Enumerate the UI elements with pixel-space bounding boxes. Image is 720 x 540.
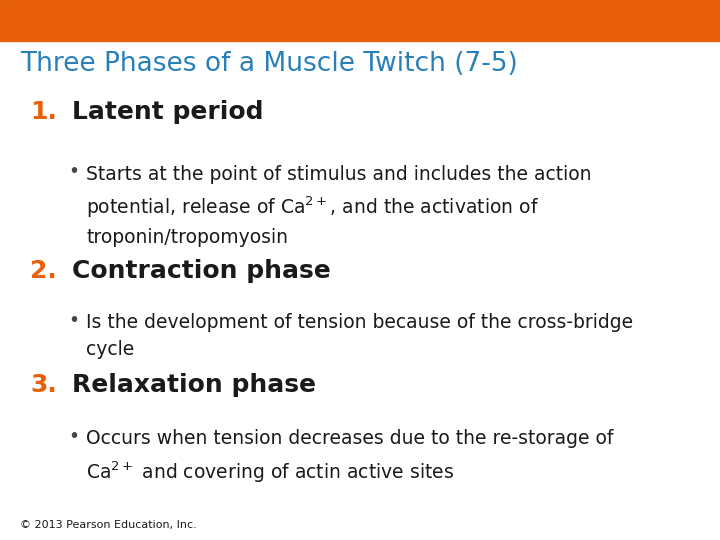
Text: •: • bbox=[68, 310, 79, 329]
Text: Contraction phase: Contraction phase bbox=[72, 259, 330, 283]
Text: Three Phases of a Muscle Twitch (7-5): Three Phases of a Muscle Twitch (7-5) bbox=[20, 51, 518, 77]
Text: 2.: 2. bbox=[30, 259, 57, 283]
Text: 1.: 1. bbox=[30, 100, 57, 124]
Text: © 2013 Pearson Education, Inc.: © 2013 Pearson Education, Inc. bbox=[20, 520, 197, 530]
Text: Starts at the point of stimulus and includes the action
potential, release of Ca: Starts at the point of stimulus and incl… bbox=[86, 165, 592, 247]
Text: Is the development of tension because of the cross-bridge
cycle: Is the development of tension because of… bbox=[86, 313, 634, 360]
Text: Relaxation phase: Relaxation phase bbox=[72, 373, 316, 396]
Text: 3.: 3. bbox=[30, 373, 57, 396]
Text: •: • bbox=[68, 427, 79, 446]
Text: Occurs when tension decreases due to the re-storage of
Ca$\mathsf{^{2+}}$ and co: Occurs when tension decreases due to the… bbox=[86, 429, 613, 484]
Text: Latent period: Latent period bbox=[72, 100, 264, 124]
Text: •: • bbox=[68, 162, 79, 181]
